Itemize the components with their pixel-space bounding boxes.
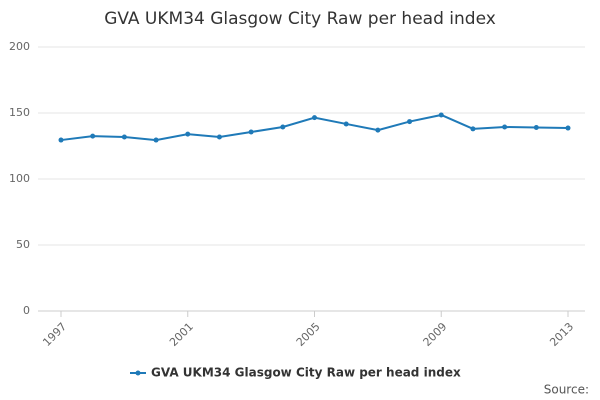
x-tick-label: 1997 [40, 320, 69, 349]
x-tick-label: 2009 [421, 320, 450, 349]
legend-marker [135, 370, 141, 376]
point [502, 124, 508, 130]
legend-label: GVA UKM34 Glasgow City Raw per head inde… [151, 366, 461, 380]
point [153, 137, 159, 143]
point [470, 126, 476, 132]
point [280, 124, 286, 130]
x-tick-label: 2001 [167, 320, 196, 349]
point [438, 112, 444, 118]
chart-title: GVA UKM34 Glasgow City Raw per head inde… [104, 9, 496, 29]
point [375, 127, 381, 133]
point [185, 131, 191, 137]
point [248, 129, 254, 135]
point [533, 125, 539, 131]
y-tick-label: 200 [9, 40, 30, 53]
point [407, 119, 413, 125]
point [90, 133, 96, 139]
point [121, 134, 127, 140]
point [343, 121, 349, 127]
y-tick-label: 50 [16, 238, 30, 251]
y-tick-label: 0 [23, 304, 30, 317]
source: Source: [544, 383, 589, 397]
x-tick-label: 2013 [547, 320, 576, 349]
y-tick-label: 150 [9, 106, 30, 119]
point [58, 137, 64, 143]
y-tick-label: 100 [9, 172, 30, 185]
point [312, 115, 317, 121]
point [565, 125, 571, 131]
point [216, 134, 222, 140]
x-tick-label: 2005 [294, 320, 323, 349]
